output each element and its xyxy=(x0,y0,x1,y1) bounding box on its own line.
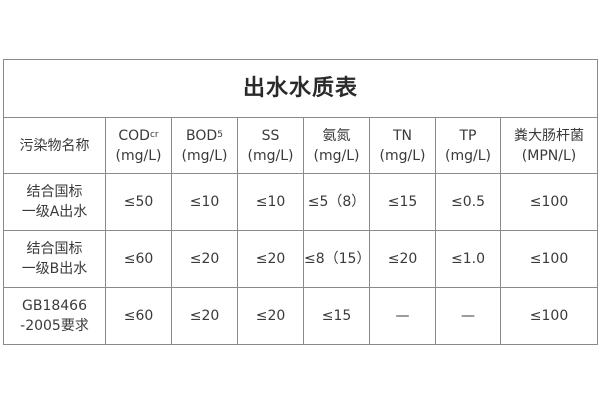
header-row: 污染物名称 CODcr (mg/L) BOD5 (mg/L) SS (mg/L) 氨氮… xyxy=(3,117,599,174)
header-ss: SS (mg/L) xyxy=(237,117,304,174)
cell: ≤20 xyxy=(171,287,238,345)
cell: ≤1.0 xyxy=(435,230,501,288)
cell: ≤15 xyxy=(303,287,370,345)
header-label: SS xyxy=(261,127,280,144)
header-label: TP xyxy=(459,127,477,144)
row-label-line: 结合国标 xyxy=(26,184,83,200)
header-unit: (mg/L) xyxy=(247,147,294,164)
row-label-line: 一级B出水 xyxy=(21,261,88,277)
row-label: 结合国标一级B出水 xyxy=(3,230,106,288)
row-label: 结合国标一级A出水 xyxy=(3,173,106,231)
header-tp: TP (mg/L) xyxy=(435,117,501,174)
cell: ≤20 xyxy=(369,230,436,288)
header-label: TN xyxy=(392,127,413,144)
cell: ≤20 xyxy=(171,230,238,288)
row-label-line: 结合国标 xyxy=(26,241,83,257)
row-label-line: -2005要求 xyxy=(20,318,89,334)
cell: — xyxy=(369,287,436,345)
header-ammonia: 氨氮 (mg/L) xyxy=(303,117,370,174)
header-unit: (mg/L) xyxy=(445,147,491,164)
row-label-line: 一级A出水 xyxy=(21,204,88,220)
cell: ≤100 xyxy=(499,173,599,231)
header-label: BOD xyxy=(186,128,218,144)
table-row: GB18466 -2005要求 ≤60 ≤20 ≤20 ≤15 — — ≤100 xyxy=(3,287,599,345)
header-label: 污染物名称 xyxy=(19,137,90,154)
effluent-quality-table: 出水水质表 污染物名称 CODcr (mg/L) BOD5 (mg/L) SS (mg… xyxy=(2,59,599,345)
header-subscript: cr xyxy=(149,130,159,140)
row-label: GB18466 -2005要求 xyxy=(3,287,106,345)
cell: ≤60 xyxy=(105,230,172,288)
cell: ≤10 xyxy=(171,173,238,231)
cell: ≤60 xyxy=(105,287,172,345)
cell: ≤100 xyxy=(499,287,599,345)
header-cod: CODcr (mg/L) xyxy=(105,117,172,174)
table-title: 出水水质表 xyxy=(2,59,599,118)
cell: ≤50 xyxy=(105,173,172,231)
cell: ≤100 xyxy=(499,230,599,288)
header-unit: (mg/L) xyxy=(181,148,228,164)
header-bod: BOD5 (mg/L) xyxy=(171,117,238,174)
header-fecal-coliform: 粪大肠杆菌 (MPN/L) xyxy=(499,117,599,174)
cell: ≤0.5 xyxy=(435,173,501,231)
header-pollutant: 污染物名称 xyxy=(3,117,106,174)
cell: ≤8（15） xyxy=(303,230,370,288)
table-row: 结合国标一级B出水 ≤60 ≤20 ≤20 ≤8（15） ≤20 ≤1.0 ≤1… xyxy=(3,230,599,288)
header-label: COD xyxy=(118,128,150,144)
header-unit: (MPN/L) xyxy=(521,147,577,164)
header-subscript: 5 xyxy=(217,130,223,140)
header-unit: (mg/L) xyxy=(313,147,360,164)
cell: ≤10 xyxy=(237,173,304,231)
cell: ≤20 xyxy=(237,287,304,345)
table-row: 结合国标一级A出水 ≤50 ≤10 ≤10 ≤5（8） ≤15 ≤0.5 ≤10… xyxy=(3,173,599,231)
header-tn: TN (mg/L) xyxy=(369,117,436,174)
header-unit: (mg/L) xyxy=(379,147,426,164)
header-label: 粪大肠杆菌 xyxy=(514,127,584,144)
cell: — xyxy=(435,287,501,345)
header-label: 氨氮 xyxy=(322,127,351,144)
cell: ≤20 xyxy=(237,230,304,288)
cell: ≤15 xyxy=(369,173,436,231)
header-unit: (mg/L) xyxy=(115,148,162,164)
cell: ≤5（8） xyxy=(303,173,370,231)
row-label-line: GB18466 xyxy=(22,298,87,314)
